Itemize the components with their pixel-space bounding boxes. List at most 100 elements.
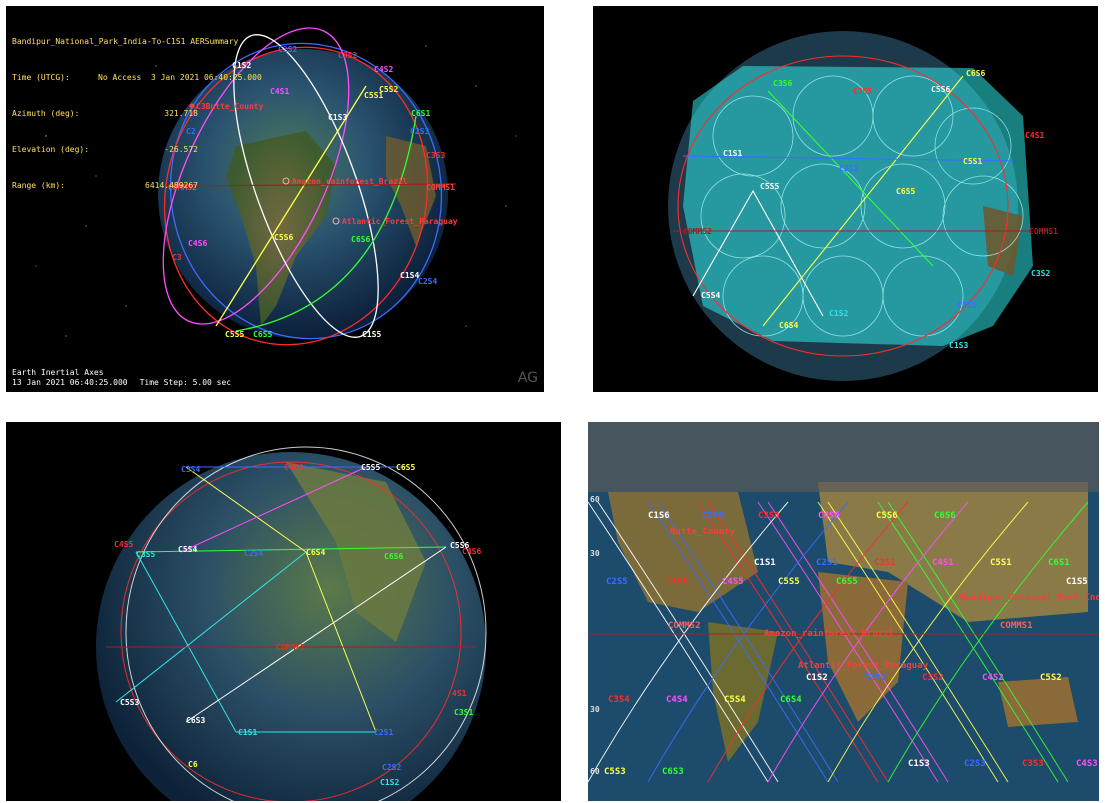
sat-label: COMMS2 bbox=[683, 227, 712, 236]
sat-label: C6S4 bbox=[306, 548, 325, 557]
sat-label: C2S1 bbox=[374, 728, 393, 737]
sat-label: C4S2 bbox=[982, 673, 1004, 683]
view-panel-coverage[interactable]: C6S6 C5S6 C3S6 C3S5 C4S1 C5S1 C2S1 C1S1 … bbox=[593, 6, 1098, 392]
sat-label: C4S1 bbox=[270, 87, 289, 96]
ground-site-marker bbox=[332, 217, 340, 225]
orbit-plane-5 bbox=[762, 75, 964, 327]
ground-site-label: Atlantic_Forest_Paraguay bbox=[798, 660, 929, 671]
scene-footer: Earth Inertial Axes 13 Jan 2021 06:40:25… bbox=[12, 368, 243, 388]
map-svg: C1S6 C2S6 C3S6 C4S6 C5S6 C6S6 C1S1 C2S1 … bbox=[588, 422, 1099, 801]
sat-label: C5S3 bbox=[120, 698, 139, 707]
ground-site-label: Bandipur_National_Park_India bbox=[960, 592, 1099, 603]
sat-label: C3S2 bbox=[922, 673, 944, 683]
sat-label: C5S6 bbox=[931, 85, 950, 94]
sat-label: C6S4 bbox=[779, 321, 798, 330]
continent-europe-asia bbox=[818, 482, 1088, 622]
south-america-landmass bbox=[226, 131, 336, 326]
sat-label: C1S2 bbox=[806, 673, 828, 683]
sat-label: C5S5 bbox=[225, 330, 244, 339]
sat-label: C6 bbox=[188, 760, 198, 769]
sat-label: C2S1 bbox=[839, 164, 858, 173]
sat-label: C6S6 bbox=[934, 511, 956, 521]
sat-label: C1S4 bbox=[400, 271, 419, 280]
inter-sat-link bbox=[185, 466, 307, 553]
sat-label: C3S2 bbox=[338, 51, 357, 60]
sat-label: C3S4 bbox=[181, 465, 200, 474]
sat-label: COMMS2 bbox=[168, 183, 197, 192]
ground-site-label: Atlantic_Forest_Paraguay bbox=[342, 216, 458, 226]
sat-label: C5S1 bbox=[963, 157, 982, 166]
sat-label: C4S1 bbox=[932, 558, 954, 568]
sat-label: C1S6 bbox=[648, 511, 670, 521]
sat-label: C3S5 bbox=[136, 550, 155, 559]
sat-label: C4S6 bbox=[188, 239, 207, 248]
sat-label: C1S3 bbox=[328, 113, 347, 122]
sat-label: COMMS1 bbox=[276, 643, 305, 652]
sat-label: C4S6 bbox=[462, 547, 481, 556]
sat-label: C3 bbox=[172, 253, 182, 262]
sat-label: C4S5 bbox=[114, 540, 133, 549]
view-panel-earth-inertial[interactable]: C3Butte_County Amazon_rainforest_Brazil … bbox=[6, 6, 544, 392]
earth-globe bbox=[96, 452, 486, 801]
north-america-landmass bbox=[286, 462, 426, 642]
ground-tracks bbox=[588, 501, 1099, 783]
orbit-plane-3 bbox=[120, 461, 462, 801]
sat-label: C3S5 bbox=[666, 577, 688, 587]
sat-label: C5S1 bbox=[990, 558, 1012, 568]
sat-label: C3S1 bbox=[454, 708, 473, 717]
latitude-tick: 30 bbox=[590, 549, 600, 558]
sat-label: C2S2 bbox=[864, 673, 886, 683]
view-panel-constellation-links[interactable]: C4S5 C3S5 C6S5 C5S5 C3S4 C2S4 C6S4 C4S4 … bbox=[6, 422, 561, 801]
equator-comms bbox=[165, 183, 457, 187]
continent-north-america bbox=[608, 492, 758, 612]
sat-label: C4S5 bbox=[722, 577, 744, 587]
sat-label: C6S5 bbox=[396, 463, 415, 472]
ground-site-label: C3Butte_County bbox=[196, 102, 264, 111]
polar-band-top bbox=[588, 422, 1099, 492]
aer-summary-hud: Bandipur_National_Park_India-To-C1S1 AER… bbox=[12, 12, 262, 216]
sat-label: C3S6 bbox=[773, 79, 792, 88]
sat-label: C5S4 bbox=[724, 695, 746, 705]
sat-label: C5S5 bbox=[361, 463, 380, 472]
continent-south-america bbox=[708, 622, 778, 762]
sat-label: C3S5 bbox=[853, 87, 872, 96]
africa-landmass bbox=[386, 136, 436, 246]
sat-label: C1S3 bbox=[908, 759, 930, 769]
sat-label: C4S2 bbox=[374, 65, 393, 74]
sat-label: C5S6 bbox=[450, 541, 469, 550]
orbit-plane-6 bbox=[235, 115, 417, 332]
sat-label: C5S5 bbox=[778, 577, 800, 587]
sat-label: C2S2 bbox=[957, 301, 976, 310]
scene-svg: C3Butte_County Amazon_rainforest_Brazil … bbox=[35, 27, 517, 346]
sat-label: C2S5 bbox=[606, 577, 628, 587]
starfield bbox=[35, 45, 517, 337]
inter-sat-link bbox=[135, 551, 237, 733]
inter-sat-link bbox=[180, 466, 367, 553]
sat-label: C5S4 bbox=[701, 291, 720, 300]
scene-svg: C4S5 C3S5 C6S5 C5S5 C3S4 C2S4 C6S4 C4S4 … bbox=[96, 446, 487, 801]
sat-label: C2S2 bbox=[382, 763, 401, 772]
sat-label: C6S3 bbox=[662, 767, 684, 777]
hud-row: Time (UTCG): No Access 3 Jan 2021 06:40:2… bbox=[12, 73, 262, 82]
hud-row: Range (km): 6414.489267 bbox=[12, 181, 198, 190]
sat-label: C1S1 bbox=[723, 149, 742, 158]
sat-label: C2S1 bbox=[816, 558, 838, 568]
sat-label: C6S6 bbox=[351, 235, 370, 244]
sat-label: C4S1 bbox=[1025, 131, 1044, 140]
sat-label: C1S3 bbox=[949, 341, 968, 350]
sat-label: C4S4 bbox=[284, 463, 303, 472]
ground-site-label: Butte_County bbox=[670, 527, 736, 537]
orbit-plane-6 bbox=[767, 90, 934, 267]
scene-svg: C6S6 C5S6 C3S6 C3S5 C4S1 C5S1 C2S1 C1S1 … bbox=[668, 31, 1058, 381]
sat-label: C2S3 bbox=[410, 127, 429, 136]
sat-label: C5S6 bbox=[274, 233, 293, 242]
sat-label: C4S6 bbox=[818, 511, 840, 521]
ground-site-marker bbox=[282, 177, 290, 185]
latitude-tick: 60 bbox=[590, 767, 600, 776]
view-panel-2d-map[interactable]: C1S6 C2S6 C3S6 C4S6 C5S6 C6S6 C1S1 C2S1 … bbox=[588, 422, 1099, 801]
sat-label: C6S6 bbox=[966, 69, 985, 78]
sat-label: C6S4 bbox=[780, 695, 802, 705]
comms-label: COMMS1 bbox=[1000, 621, 1033, 631]
sat-label: C5S6 bbox=[876, 511, 898, 521]
orbit-plane-4 bbox=[162, 27, 350, 325]
